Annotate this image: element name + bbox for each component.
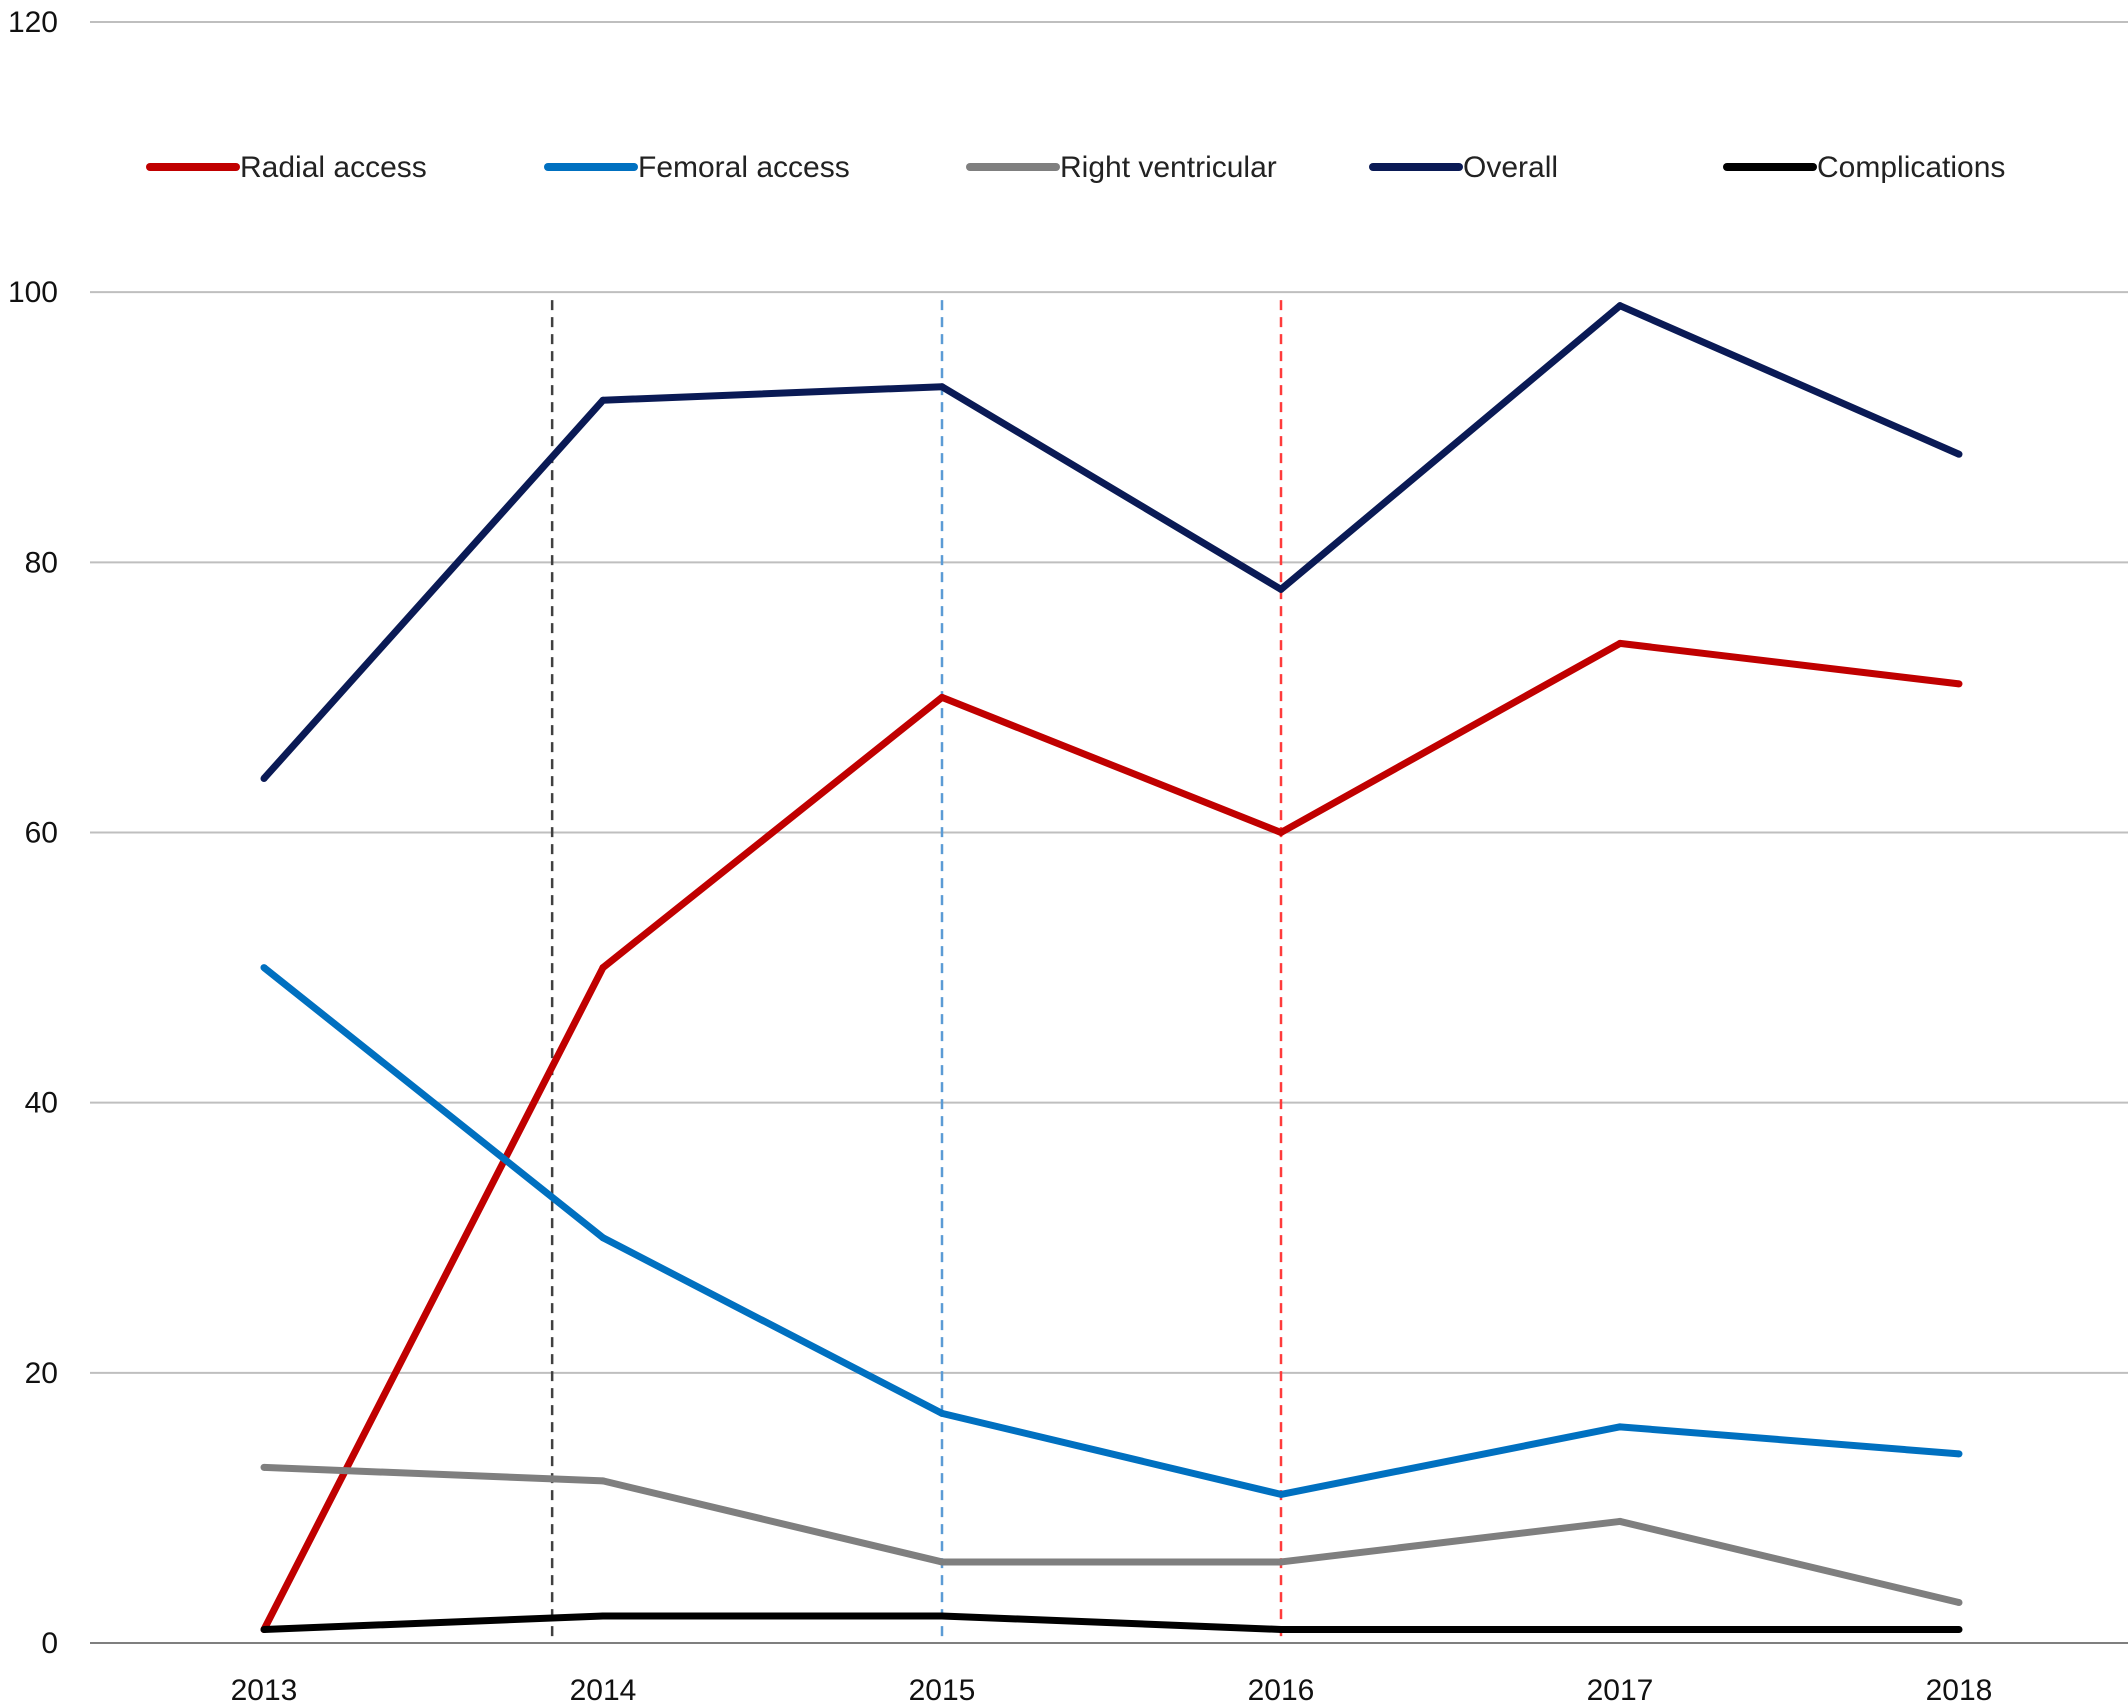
y-tick-label: 20 (25, 1357, 58, 1390)
series-line-right-ventricular (263, 1463, 1960, 1606)
y-tick-label: 40 (25, 1087, 58, 1120)
data-point-radial-access (1955, 680, 1963, 688)
data-point-overall (938, 383, 946, 391)
data-point-overall (260, 774, 268, 782)
series-lines (260, 302, 1963, 1633)
gridlines (90, 21, 2128, 1374)
y-tick-label: 60 (25, 817, 58, 850)
data-point-right-ventricular (260, 1463, 268, 1471)
legend-label-femoral-access: Femoral access (638, 151, 850, 184)
x-tick-label: 2014 (570, 1674, 637, 1705)
x-tick-label: 2017 (1587, 1674, 1654, 1705)
data-point-radial-access (938, 693, 946, 701)
reference-lines (550, 300, 1283, 1643)
x-tick-label: 2013 (231, 1674, 298, 1705)
data-point-overall (599, 396, 607, 404)
data-point-right-ventricular (1277, 1558, 1285, 1566)
data-point-complications (1955, 1625, 1963, 1633)
legend-label-complications: Complications (1817, 151, 2005, 184)
data-point-femoral-access (1955, 1450, 1963, 1458)
series-line-femoral-access (261, 964, 1960, 1498)
data-point-femoral-access (599, 1234, 607, 1242)
y-tick-label: 100 (8, 276, 58, 309)
x-tick-label: 2018 (1926, 1674, 1993, 1705)
data-point-right-ventricular (599, 1477, 607, 1485)
data-point-femoral-access (938, 1409, 946, 1417)
x-tick-label: 2015 (909, 1674, 976, 1705)
y-tick-label: 80 (25, 546, 58, 579)
legend-label-overall: Overall (1463, 151, 1558, 184)
data-point-right-ventricular (1955, 1598, 1963, 1606)
data-point-overall (1277, 585, 1285, 593)
data-point-overall (1616, 302, 1624, 310)
data-point-right-ventricular (938, 1558, 946, 1566)
axes: 0 20 40 60 80 100 120 2013 2014 2015 2016 2017 2018 (8, 6, 2128, 1705)
data-point-radial-access (1277, 829, 1285, 836)
y-tick-label: 120 (8, 6, 58, 39)
data-point-femoral-access (1277, 1490, 1285, 1498)
y-tick-label: 0 (41, 1627, 58, 1660)
data-point-femoral-access (1616, 1423, 1624, 1431)
data-point-complications (599, 1612, 607, 1620)
data-point-complications (938, 1612, 946, 1620)
data-point-femoral-access (260, 964, 268, 972)
legend: Radial access Femoral access Right ventric… (146, 151, 2005, 184)
data-point-radial-access (1616, 639, 1624, 647)
legend-label-right-ventricular: Right ventricular (1060, 151, 1277, 184)
data-point-overall (1955, 450, 1963, 458)
x-tick-label: 2016 (1248, 1674, 1315, 1705)
legend-label-radial-access: Radial access (240, 151, 427, 184)
data-point-complications (1616, 1625, 1624, 1633)
series-line-overall (261, 302, 1961, 781)
series-line-radial-access (260, 639, 1960, 1632)
series-line-complications (263, 1612, 1959, 1633)
data-point-complications (260, 1625, 268, 1633)
data-point-complications (1277, 1625, 1285, 1633)
data-point-right-ventricular (1616, 1517, 1624, 1525)
data-point-radial-access (599, 964, 607, 972)
